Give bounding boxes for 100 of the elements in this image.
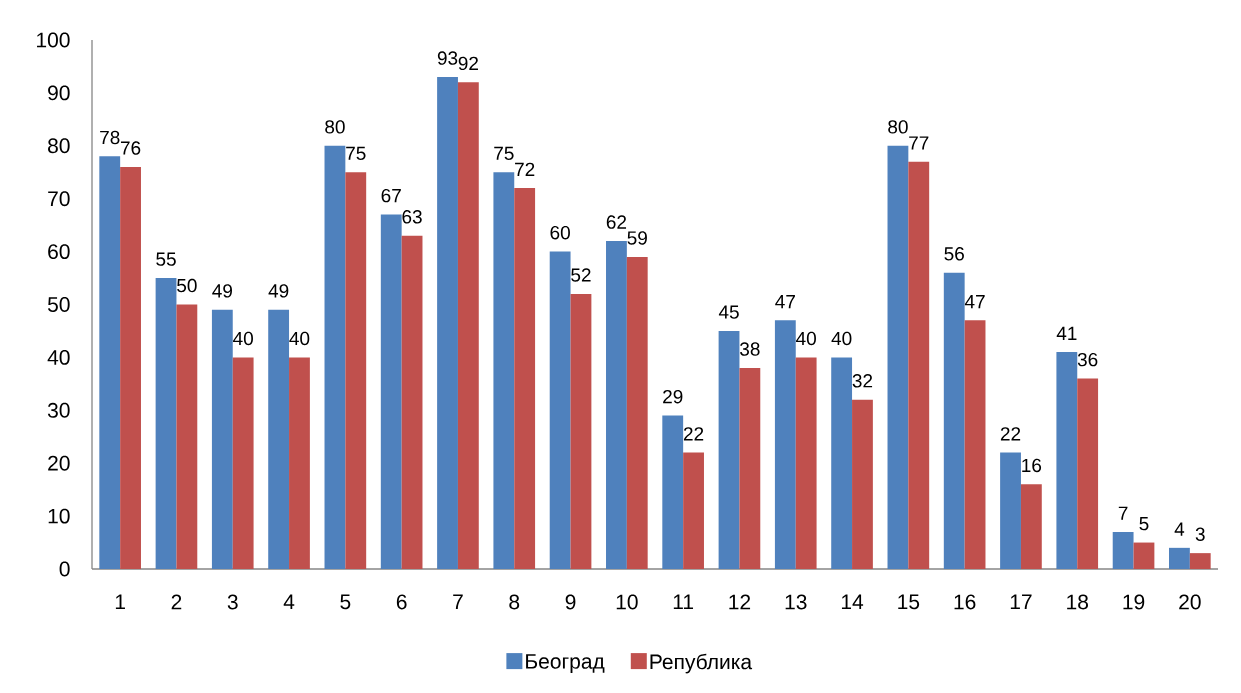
bar [268,309,290,569]
y-tick-label: 50 [47,297,70,312]
bar [943,272,965,569]
bar [774,320,796,569]
x-tick-label: 18 [1067,594,1088,610]
data-label: 67 [381,188,401,203]
bar [1189,553,1211,569]
bar [852,399,873,569]
x-tick-label: 9 [565,594,576,610]
bar [606,241,627,569]
bar [908,161,930,569]
y-tick-label: 30 [47,402,70,418]
x-tick-label: 4 [283,594,295,609]
bar [1169,547,1190,569]
x-tick-label: 8 [509,594,520,610]
x-tick-label: 16 [954,594,976,610]
data-label: 16 [1022,458,1042,473]
data-label: 63 [402,210,422,224]
bar [324,145,346,569]
data-label: 45 [718,305,739,319]
bar [120,166,141,569]
x-tick-label: 3 [227,594,238,610]
x-tick-label: 10 [616,594,638,610]
bar [549,251,571,569]
data-label: 32 [852,374,873,388]
data-label: 4 [1174,522,1185,536]
bar [964,320,986,569]
data-label: 49 [268,284,289,298]
data-label: 47 [775,295,795,309]
data-label: 80 [325,120,345,134]
data-label: 56 [944,247,964,261]
x-tick-label: 1 [115,594,125,609]
bar [1000,452,1021,569]
x-tick-label: 14 [841,594,864,609]
x-tick-label: 6 [396,594,407,610]
legend-label: Београд [526,654,605,673]
x-tick-label: 11 [673,594,694,609]
bar [662,415,684,569]
bar [176,304,198,569]
data-label: 5 [1139,517,1149,531]
bar [1056,352,1078,569]
data-label: 75 [494,146,514,161]
data-label: 49 [212,284,232,298]
bar [232,357,254,569]
data-label: 93 [437,51,458,65]
y-tick-label: 40 [47,349,70,365]
bar [345,172,367,569]
data-label: 52 [571,268,591,282]
data-label: 40 [796,331,816,346]
data-label: 36 [1077,352,1098,367]
bar [155,278,177,569]
x-tick-label: 2 [171,594,182,610]
legend-label: Република [650,653,753,674]
x-tick-label: 19 [1123,594,1145,610]
bar [211,309,233,569]
x-tick-label: 15 [898,594,920,610]
y-tick-label: 60 [48,244,70,260]
data-label: 55 [156,252,176,266]
y-tick-label: 70 [48,191,70,207]
x-tick-label: 13 [785,594,807,610]
y-tick-label: 0 [59,561,70,577]
bar [289,357,310,569]
data-label: 59 [627,231,647,245]
bar [401,235,423,569]
bar [1020,484,1042,569]
data-label: 47 [964,295,985,309]
data-label: 38 [740,342,760,356]
bar [683,452,704,569]
y-tick-label: 10 [48,508,70,524]
bar [99,156,121,569]
y-tick-label: 20 [48,455,70,471]
x-tick-label: 12 [729,594,751,610]
bar [1133,542,1155,569]
bar [887,145,909,569]
data-label: 41 [1056,326,1077,340]
data-label: 3 [1195,527,1205,541]
bar [570,293,592,569]
bar [493,172,515,569]
bar [1077,378,1099,569]
y-tick-label: 80 [48,138,70,154]
data-label: 80 [888,120,908,134]
data-label: 40 [831,331,852,346]
data-label: 62 [606,215,627,229]
data-label: 72 [515,162,535,176]
y-tick-label: 100 [37,32,70,48]
data-label: 60 [550,225,570,240]
bar [626,256,648,569]
data-label: 50 [177,278,197,293]
bar [718,330,740,569]
bar [437,77,458,569]
data-label: 40 [233,331,253,346]
bar [514,188,536,569]
x-tick-label: 7 [453,594,463,609]
bar [739,367,761,569]
data-label: 77 [909,136,929,150]
data-label: 22 [1000,427,1021,441]
data-label: 22 [683,427,704,441]
x-tick-label: 20 [1179,594,1201,610]
data-label: 75 [346,146,366,161]
data-label: 29 [663,389,683,404]
